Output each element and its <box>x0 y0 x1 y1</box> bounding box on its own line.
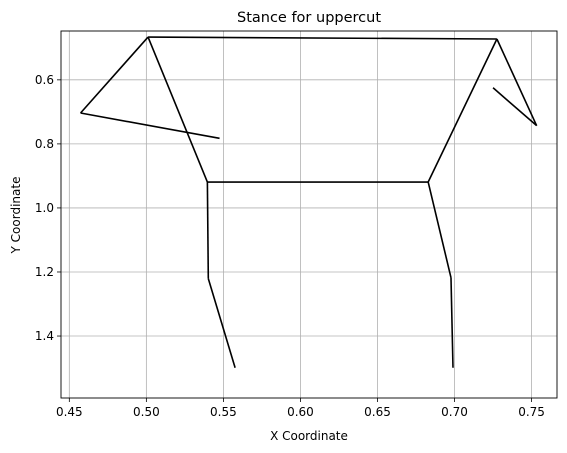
y-tick-label: 1.4 <box>35 329 54 343</box>
line-segment <box>427 181 452 278</box>
plot-frame <box>60 30 558 399</box>
line-segment <box>206 182 210 279</box>
y-tick-label: 0.8 <box>35 137 54 151</box>
line-segment <box>492 87 538 127</box>
y-axis-label: Y Coordinate <box>9 177 23 255</box>
line-segment <box>80 112 220 140</box>
x-tick-label: 0.60 <box>287 405 314 419</box>
x-tick-label: 0.75 <box>518 405 545 419</box>
chart-title: Stance for uppercut <box>237 10 381 26</box>
line-segment <box>207 278 236 368</box>
x-axis-label: X Coordinate <box>270 429 348 443</box>
line-segment <box>147 36 209 183</box>
plot-lines <box>79 36 538 368</box>
x-tick-label: 0.45 <box>56 405 83 419</box>
y-tick-label: 0.6 <box>35 73 54 87</box>
axis-ticks: 0.45 0.50 0.55 0.60 0.65 0.70 0.75 0.6 0.8 1.0 1.2… <box>35 73 545 419</box>
x-tick-label: 0.50 <box>133 405 160 419</box>
line-segment <box>148 36 497 40</box>
line-segment <box>79 36 149 114</box>
y-tick-label: 1.0 <box>35 201 54 215</box>
x-tick-label: 0.55 <box>210 405 237 419</box>
line-segment <box>496 38 538 126</box>
line-segment <box>450 277 454 368</box>
line-segment <box>427 38 498 183</box>
x-tick-label: 0.65 <box>364 405 391 419</box>
x-tick-label: 0.70 <box>441 405 468 419</box>
y-tick-label: 1.2 <box>35 265 54 279</box>
grid <box>61 31 557 398</box>
